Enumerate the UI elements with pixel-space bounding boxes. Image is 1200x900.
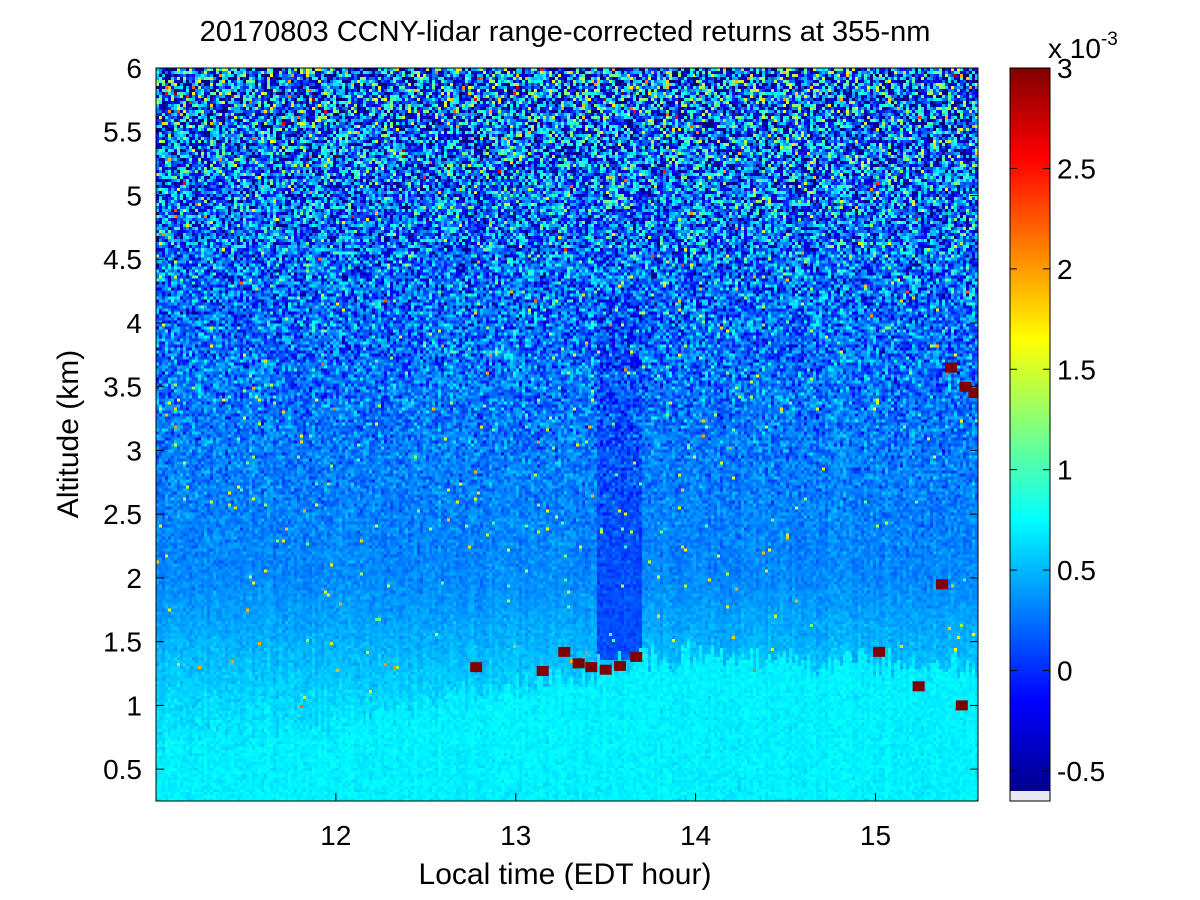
y-tick-label: 0.5 <box>103 754 142 785</box>
chart-title: 20170803 CCNY-lidar range-corrected retu… <box>200 16 931 48</box>
cloud-return-mark <box>873 646 886 657</box>
x-tick-label: 15 <box>860 820 891 851</box>
colorbar-frame <box>1009 67 1051 802</box>
heatmap-image <box>156 68 978 801</box>
y-tick-label: 3 <box>126 435 142 466</box>
y-tick-label: 6 <box>126 53 142 84</box>
cloud-return-mark <box>912 681 925 692</box>
cloud-return-mark <box>572 658 585 669</box>
colorbar-tick-label: 0 <box>1057 656 1073 687</box>
heatmap-area <box>156 68 978 801</box>
colorbar-tick-label: 1.5 <box>1057 354 1096 385</box>
cloud-return-mark <box>599 664 612 675</box>
cloud-return-mark <box>630 651 643 662</box>
colorbar-ticks: -0.5 0 0.5 1 1.5 2 2.5 3 <box>1010 53 1105 787</box>
colorbar-underflow <box>1010 791 1050 801</box>
x-axis-label: Local time (EDT hour) <box>419 858 712 891</box>
x-tick-label: 13 <box>500 820 531 851</box>
cloud-return-mark <box>585 662 598 673</box>
colorbar-tick-label: 2 <box>1057 254 1073 285</box>
colorbar-gradient <box>1010 68 1050 791</box>
y-axis: 0.5 1 1.5 2 2.5 3 3.5 4 4.5 5 5.5 6 <box>103 53 978 785</box>
cloud-return-mark <box>945 362 958 373</box>
colorbar-tick-label: 3 <box>1057 53 1073 84</box>
colorbar-exponent-power: -3 <box>1101 29 1118 50</box>
plot-frame <box>155 67 979 802</box>
cloud-return-mark <box>536 665 549 676</box>
y-tick-label: 5 <box>126 180 142 211</box>
colorbar-exponent: x 10-3 <box>1048 29 1118 64</box>
x-tick-label: 12 <box>320 820 351 851</box>
cloud-return-mark <box>959 381 972 392</box>
colorbar-tick-label: 0.5 <box>1057 555 1096 586</box>
y-tick-label: 1.5 <box>103 627 142 658</box>
y-tick-label: 2.5 <box>103 499 142 530</box>
colorbar-tick-label: 1 <box>1057 455 1073 486</box>
y-axis-label: Altitude (km) <box>52 350 85 518</box>
cloud-returns <box>470 362 978 711</box>
y-tick-label: 5.5 <box>103 117 142 148</box>
x-axis: 12 13 14 15 <box>320 68 891 851</box>
y-tick-label: 4 <box>126 308 142 339</box>
colorbar: -0.5 0 0.5 1 1.5 2 2.5 3 x 10-3 <box>1009 29 1118 802</box>
colorbar-tick-label: -0.5 <box>1057 756 1105 787</box>
cloud-return-mark <box>558 646 571 657</box>
y-tick-label: 2 <box>126 563 142 594</box>
cloud-return-mark <box>470 662 483 673</box>
cloud-return-mark <box>955 700 968 711</box>
y-tick-label: 1 <box>126 690 142 721</box>
cloud-return-mark <box>936 579 949 590</box>
y-tick-label: 4.5 <box>103 244 142 275</box>
y-tick-label: 3.5 <box>103 372 142 403</box>
colorbar-exponent-prefix: x 10 <box>1048 33 1101 64</box>
cloud-return-mark <box>968 388 978 399</box>
x-tick-label: 14 <box>680 820 711 851</box>
colorbar-tick-label: 2.5 <box>1057 153 1096 184</box>
cloud-return-mark <box>614 660 627 671</box>
